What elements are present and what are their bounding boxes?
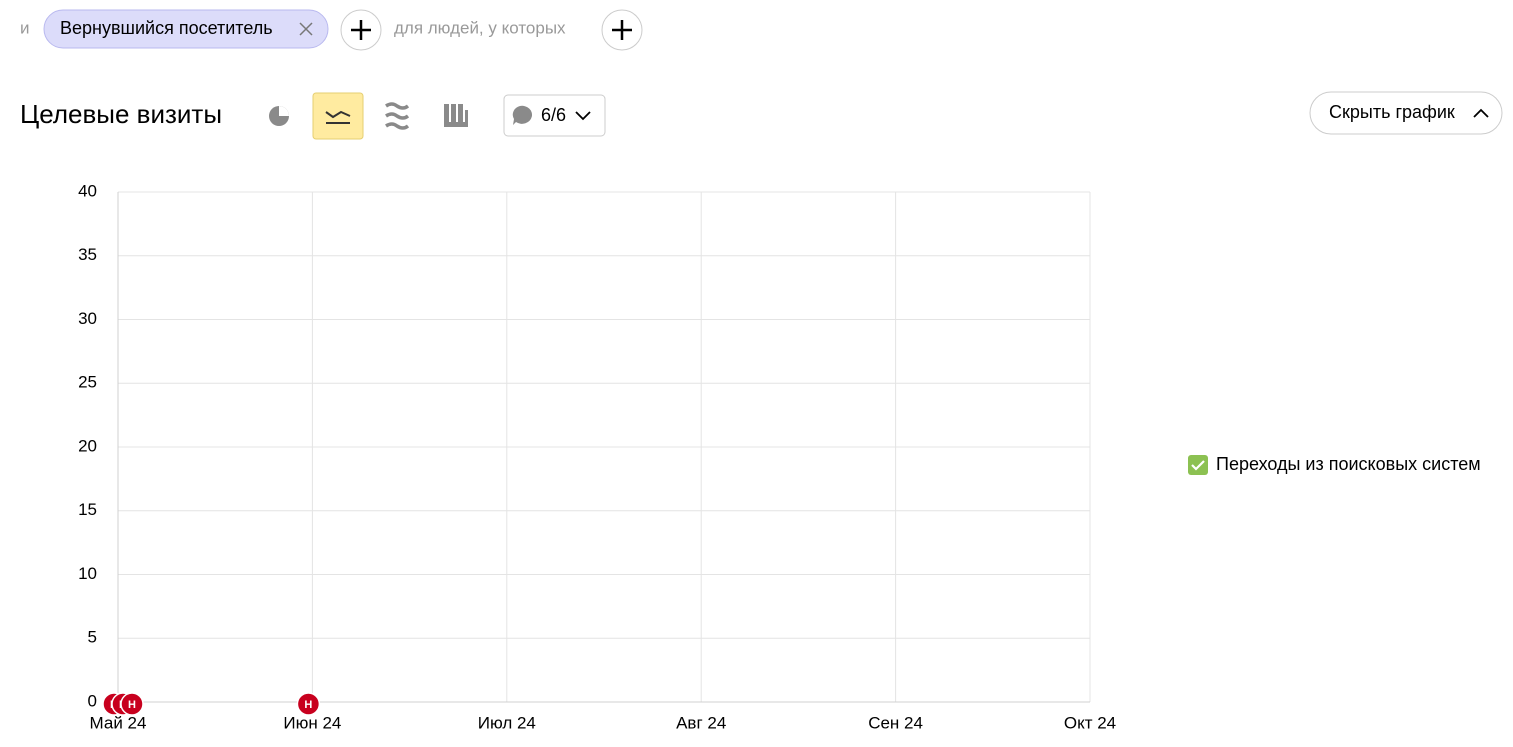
x-tick-label: Май 24	[90, 713, 147, 732]
x-tick-label: Сен 24	[868, 713, 923, 732]
hide-chart-button[interactable]	[1309, 91, 1503, 135]
y-tick-label: 15	[78, 500, 97, 519]
conjunction: и	[20, 18, 30, 37]
chip-remove[interactable]	[299, 22, 313, 36]
plus-icon	[612, 20, 632, 40]
y-tick-label: 0	[88, 691, 97, 710]
legend-label: Переходы из поисковых систем	[1216, 454, 1481, 474]
x-tick-label: Июл 24	[478, 713, 536, 732]
x-tick-label: Июн 24	[283, 713, 341, 732]
chevron-down	[575, 111, 591, 121]
y-tick-label: 40	[78, 181, 97, 200]
annotation-marker[interactable]	[120, 692, 144, 716]
line-view-button[interactable]	[312, 92, 364, 140]
chevron-up	[1473, 108, 1489, 118]
annotations-counter: 6/6	[541, 105, 566, 125]
y-tick-label: 30	[78, 309, 97, 328]
y-tick-label: 10	[78, 564, 97, 583]
pie-view-button[interactable]	[269, 106, 289, 126]
segment-chip[interactable]	[43, 9, 329, 49]
chart-title: Целевые визиты	[20, 99, 222, 129]
y-tick-label: 35	[78, 245, 97, 264]
comment-icon	[512, 105, 533, 125]
annotations-dropdown[interactable]	[503, 94, 606, 137]
plus-icon	[351, 20, 371, 40]
annotation-label: Н	[304, 699, 312, 711]
legend-check	[1191, 460, 1205, 471]
hide-chart-label: Скрыть график	[1329, 102, 1455, 122]
legend-checkbox[interactable]	[1188, 455, 1208, 475]
line-icon	[325, 110, 351, 124]
y-tick-label: 20	[78, 436, 97, 455]
bar-view-button[interactable]	[444, 104, 468, 127]
x-tick-label: Авг 24	[676, 713, 726, 732]
people-hint: для людей, у которых	[394, 18, 566, 37]
x-tick-label: Окт 24	[1064, 713, 1116, 732]
y-tick-label: 25	[78, 373, 97, 392]
plot: 0 5 10 15 20 25 30 35 40 Май 24 Июн 24 Июл 24 Авг 24…	[78, 181, 1481, 732]
annotation-label: Н	[128, 699, 136, 711]
segment-chip-label: Вернувшийся посетитель	[60, 18, 273, 38]
area-view-button[interactable]	[385, 102, 410, 130]
annotation-marker[interactable]	[296, 692, 321, 716]
y-tick-label: 5	[88, 628, 97, 647]
